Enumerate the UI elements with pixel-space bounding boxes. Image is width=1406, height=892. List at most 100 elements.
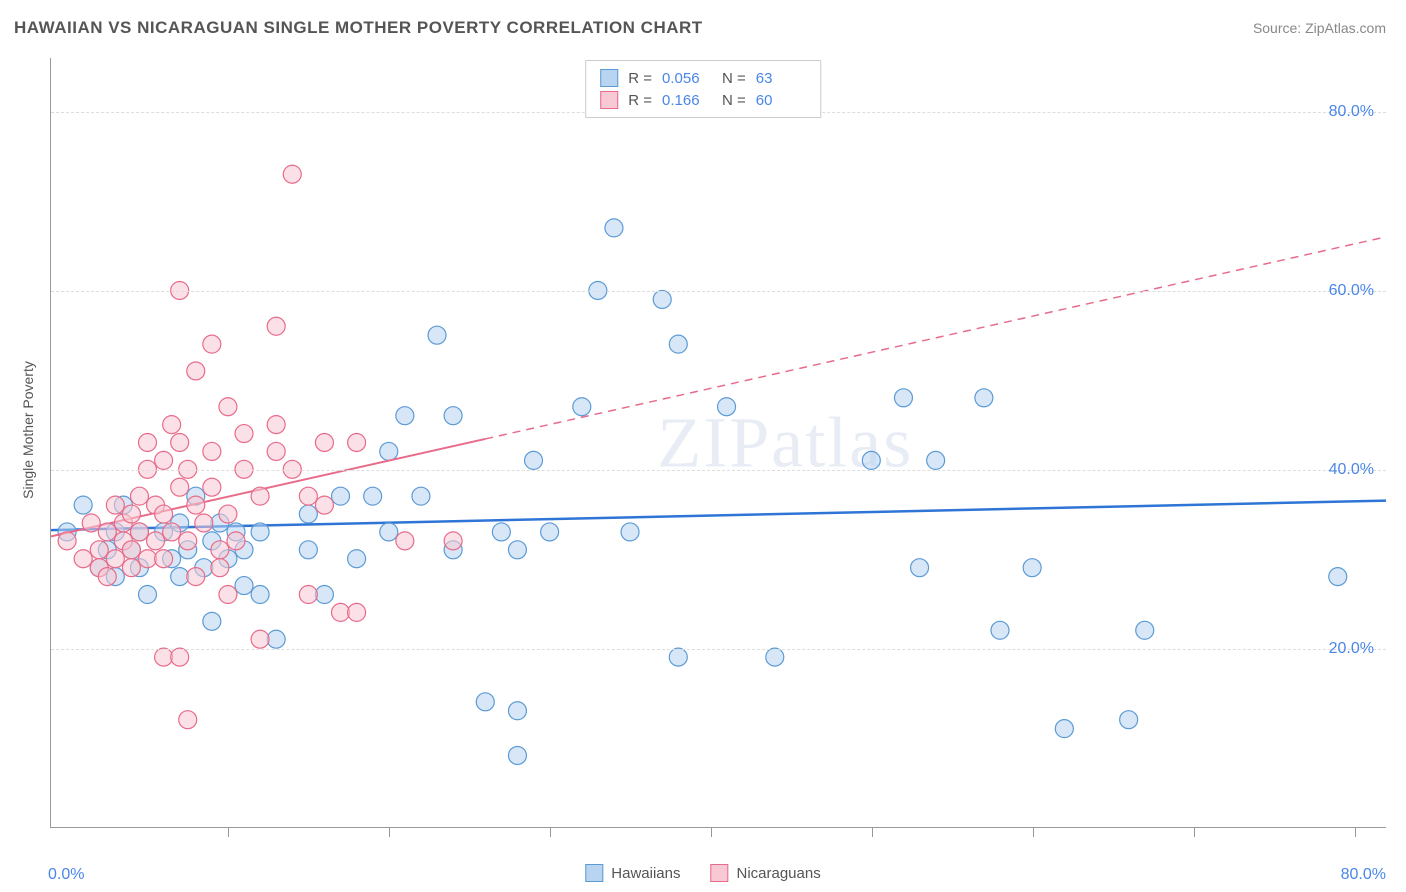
scatter-point — [195, 514, 213, 532]
scatter-point — [122, 559, 140, 577]
scatter-point — [508, 702, 526, 720]
scatter-point — [573, 398, 591, 416]
scatter-point — [130, 523, 148, 541]
scatter-point — [1136, 621, 1154, 639]
scatter-point — [227, 532, 245, 550]
scatter-point — [155, 505, 173, 523]
scatter-point — [219, 505, 237, 523]
scatter-point — [766, 648, 784, 666]
legend-item: Nicaraguans — [710, 864, 820, 882]
scatter-point — [444, 407, 462, 425]
scatter-point — [179, 711, 197, 729]
scatter-point — [380, 523, 398, 541]
scatter-point — [211, 541, 229, 559]
scatter-point — [74, 550, 92, 568]
scatter-point — [444, 532, 462, 550]
y-tick-label: 60.0% — [1329, 282, 1374, 300]
scatter-point — [139, 550, 157, 568]
scatter-point — [171, 478, 189, 496]
scatter-point — [106, 496, 124, 514]
scatter-point — [171, 434, 189, 452]
scatter-point — [203, 478, 221, 496]
scatter-point — [155, 451, 173, 469]
legend-label: Hawaiians — [611, 865, 680, 882]
scatter-point — [90, 541, 108, 559]
scatter-point — [508, 746, 526, 764]
scatter-point — [187, 362, 205, 380]
scatter-point — [98, 523, 116, 541]
scatter-point — [911, 559, 929, 577]
x-tick — [228, 827, 229, 837]
scatter-point — [219, 586, 237, 604]
scatter-point — [203, 442, 221, 460]
scatter-point — [1120, 711, 1138, 729]
scatter-point — [1055, 720, 1073, 738]
y-tick-label: 20.0% — [1329, 640, 1374, 658]
x-tick — [1355, 827, 1356, 837]
scatter-point — [235, 577, 253, 595]
scatter-point — [163, 523, 181, 541]
legend-label: Nicaraguans — [736, 865, 820, 882]
scatter-point — [380, 442, 398, 460]
scatter-point — [605, 219, 623, 237]
scatter-point — [492, 523, 510, 541]
scatter-point — [315, 586, 333, 604]
scatter-point — [187, 496, 205, 514]
scatter-point — [235, 425, 253, 443]
n-label: N = — [722, 70, 746, 87]
scatter-point — [267, 416, 285, 434]
scatter-point — [412, 487, 430, 505]
scatter-point — [396, 407, 414, 425]
top-legend-row: R =0.056N =63 — [600, 67, 806, 89]
y-tick-label: 40.0% — [1329, 461, 1374, 479]
y-tick-label: 80.0% — [1329, 103, 1374, 121]
scatter-point — [428, 326, 446, 344]
scatter-point — [155, 550, 173, 568]
scatter-point — [299, 586, 317, 604]
trend-line-dashed — [485, 237, 1386, 439]
legend-item: Hawaiians — [585, 864, 680, 882]
x-tick — [1194, 827, 1195, 837]
scatter-point — [621, 523, 639, 541]
scatter-point — [975, 389, 993, 407]
scatter-point — [122, 541, 140, 559]
scatter-point — [74, 496, 92, 514]
scatter-point — [299, 505, 317, 523]
scatter-point — [525, 451, 543, 469]
scatter-point — [187, 568, 205, 586]
scatter-point — [267, 317, 285, 335]
scatter-point — [332, 487, 350, 505]
scatter-point — [476, 693, 494, 711]
x-axis-max-label: 80.0% — [1341, 866, 1386, 884]
scatter-point — [669, 335, 687, 353]
scatter-point — [251, 523, 269, 541]
scatter-point — [653, 290, 671, 308]
scatter-point — [147, 532, 165, 550]
scatter-point — [203, 612, 221, 630]
scatter-point — [315, 434, 333, 452]
scatter-point — [155, 648, 173, 666]
scatter-point — [315, 496, 333, 514]
r-value: 0.056 — [662, 70, 712, 87]
scatter-point — [171, 568, 189, 586]
scatter-point — [541, 523, 559, 541]
r-label: R = — [628, 70, 652, 87]
n-value: 60 — [756, 92, 806, 109]
scatter-point — [299, 541, 317, 559]
scatter-point — [283, 165, 301, 183]
scatter-point — [211, 559, 229, 577]
scatter-point — [122, 505, 140, 523]
r-value: 0.166 — [662, 92, 712, 109]
trend-line-solid — [51, 501, 1386, 531]
scatter-point — [130, 487, 148, 505]
x-tick — [711, 827, 712, 837]
scatter-point — [348, 434, 366, 452]
top-legend: R =0.056N =63R =0.166N =60 — [585, 60, 821, 118]
chart-title: HAWAIIAN VS NICARAGUAN SINGLE MOTHER POV… — [14, 18, 703, 38]
legend-swatch — [710, 864, 728, 882]
scatter-point — [332, 603, 350, 621]
grid-line — [51, 649, 1386, 650]
legend-swatch — [600, 69, 618, 87]
legend-swatch — [585, 864, 603, 882]
scatter-point — [669, 648, 687, 666]
